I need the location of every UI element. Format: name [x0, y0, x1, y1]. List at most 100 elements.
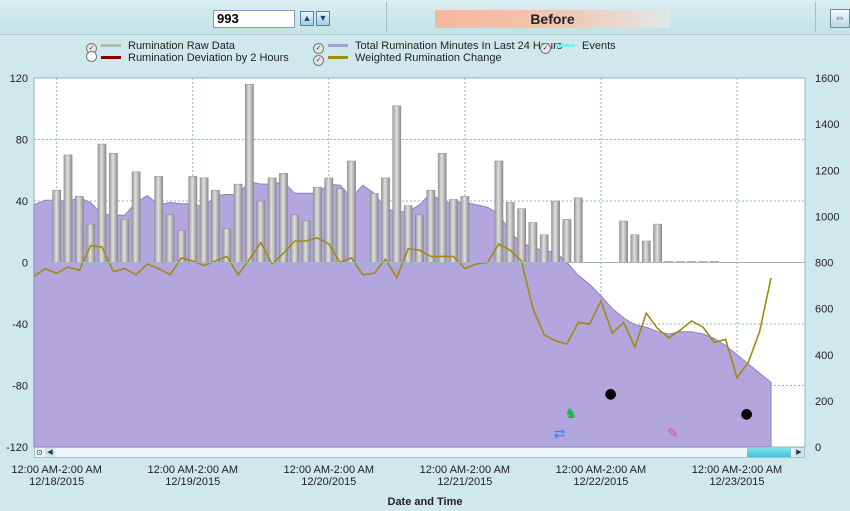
right-axis-tick-label: 1400	[815, 119, 839, 131]
bar-raw-rumination	[52, 189, 62, 263]
x-axis-tick-date: 12/19/2015	[165, 476, 220, 488]
bar-raw-rumination	[154, 176, 164, 263]
toolbar: 993 ▲ ▼ Before ⇔	[0, 0, 850, 35]
bar-raw-rumination	[517, 208, 526, 263]
fit-view-icon: ⇔	[834, 12, 846, 24]
x-axis-tick-time: 12:00 AM-2:00 AM	[147, 464, 238, 476]
bar-raw-rumination	[392, 105, 402, 263]
scroll-left-button[interactable]: ◀	[45, 448, 55, 457]
syringe-icon: ✎	[667, 426, 679, 442]
bar-raw-rumination	[551, 200, 560, 263]
horizontal-scrollbar[interactable]: ⊙ ◀ ▶	[34, 447, 805, 458]
x-axis-tick-date: 12/18/2015	[29, 476, 84, 488]
toolbar-divider	[815, 2, 816, 32]
legend-item-total[interactable]: ✓ Total Rumination Minutes In Last 24 Hou…	[313, 39, 563, 54]
right-axis-tick-label: 200	[815, 396, 833, 408]
series-weighted-change-line	[33, 237, 772, 380]
bar-raw-rumination	[653, 223, 662, 263]
bar-raw-rumination	[267, 177, 277, 263]
x-axis-tick-time: 12:00 AM-2:00 AM	[420, 464, 511, 476]
legend-checkbox[interactable]: ✓	[540, 43, 551, 54]
bar-raw-rumination	[619, 220, 628, 263]
fit-view-button[interactable]: ⇔	[830, 9, 850, 28]
bar-raw-rumination	[120, 219, 130, 263]
left-axis-tick-label: 120	[10, 73, 28, 85]
bar-raw-rumination	[562, 219, 572, 263]
right-axis-tick-label: 600	[815, 304, 833, 316]
x-axis-tick-time: 12:00 AM-2:00 AM	[692, 464, 783, 476]
triangle-up-icon: ▲	[302, 13, 312, 23]
x-axis-tick-date: 12/20/2015	[301, 476, 356, 488]
legend-item-events[interactable]: ✓ Events	[540, 39, 616, 54]
legend-checkbox[interactable]	[86, 51, 97, 62]
right-axis-tick-label: 1200	[815, 165, 839, 177]
bar-raw-rumination	[86, 223, 96, 263]
legend-item-deviation[interactable]: Rumination Deviation by 2 Hours	[86, 51, 289, 65]
left-axis-tick-label: -40	[12, 319, 28, 331]
x-axis-tick-time: 12:00 AM-2:00 AM	[284, 464, 375, 476]
triangle-down-icon: ▼	[318, 13, 328, 23]
left-axis-tick-label: 80	[16, 135, 28, 147]
left-axis-tick-label: 40	[16, 196, 28, 208]
right-axis-tick-label: 1600	[815, 73, 839, 85]
bar-raw-rumination	[199, 177, 209, 263]
bar-raw-rumination	[449, 199, 458, 263]
legend-checkbox[interactable]: ✓	[313, 55, 324, 66]
bar-raw-rumination	[290, 214, 300, 263]
period-label: Before	[435, 10, 670, 28]
bar-raw-rumination	[97, 143, 107, 263]
cow-number-input[interactable]: 993	[213, 10, 295, 28]
legend-swatch	[101, 56, 121, 59]
left-axis-tick-label: -120	[6, 442, 28, 454]
legend-swatch	[328, 56, 348, 59]
spin-down-button[interactable]: ▼	[316, 11, 330, 26]
legend-item-weighted[interactable]: ✓ Weighted Rumination Change	[313, 51, 502, 66]
right-axis-tick-label: 1000	[815, 211, 839, 223]
right-axis-tick-label: 800	[815, 258, 833, 270]
legend-label: Total Rumination Minutes In Last 24 Hour…	[355, 40, 563, 52]
bar-raw-rumination	[381, 177, 390, 263]
legend-swatch	[328, 44, 348, 47]
bar-raw-rumination	[641, 240, 651, 263]
left-axis-tick-label: -80	[12, 381, 28, 393]
bar-raw-rumination	[165, 214, 175, 263]
bar-raw-rumination	[347, 160, 356, 263]
legend-checkbox[interactable]: ✓	[313, 43, 324, 54]
bar-raw-rumination	[63, 154, 73, 263]
bar-raw-rumination	[188, 176, 198, 263]
x-axis-tick-date: 12/22/2015	[573, 476, 628, 488]
bar-raw-rumination	[245, 83, 254, 263]
legend-label: Weighted Rumination Change	[355, 52, 502, 64]
bar-raw-rumination	[335, 188, 345, 263]
hoof-icon: ●	[604, 386, 616, 402]
scroll-right-button[interactable]: ▶	[794, 448, 804, 457]
x-axis-tick-date: 12/23/2015	[709, 476, 764, 488]
scroll-reset-icon[interactable]: ⊙	[36, 448, 43, 457]
toolbar-divider	[386, 2, 387, 32]
bar-raw-rumination	[630, 234, 640, 263]
stroller-icon: ♞	[565, 406, 578, 422]
legend-label: Events	[582, 40, 616, 52]
spin-up-button[interactable]: ▲	[300, 11, 314, 26]
x-axis-label: Date and Time	[387, 496, 463, 508]
x-axis-tick-date: 12/21/2015	[437, 476, 492, 488]
hoof-icon: ●	[740, 406, 752, 422]
x-axis-tick-time: 12:00 AM-2:00 AM	[11, 464, 102, 476]
bar-raw-rumination	[437, 153, 447, 263]
legend-swatch	[101, 44, 121, 47]
bar-raw-rumination	[75, 196, 84, 263]
bar-raw-rumination	[426, 189, 436, 263]
bar-raw-rumination	[131, 171, 141, 263]
bar-raw-rumination	[109, 153, 118, 263]
bar-raw-rumination	[256, 200, 266, 263]
bar-raw-rumination	[415, 214, 424, 263]
bar-raw-rumination	[539, 234, 549, 263]
legend-label: Rumination Deviation by 2 Hours	[128, 52, 289, 64]
scroll-thumb[interactable]	[747, 448, 791, 457]
right-axis-tick-label: 0	[815, 442, 821, 454]
bar-raw-rumination	[233, 183, 243, 263]
legend-swatch	[555, 44, 575, 47]
bar-raw-rumination	[369, 193, 379, 263]
bar-raw-rumination	[211, 189, 220, 263]
bar-raw-rumination	[528, 222, 538, 263]
